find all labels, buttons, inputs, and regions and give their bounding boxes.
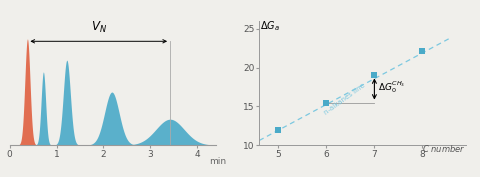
Point (275, 128, 282, 131)
Point (323, 101, 330, 104)
Point (419, 49, 426, 52)
Point (371, 74, 378, 77)
Text: $V_N$: $V_N$ (91, 20, 107, 35)
Text: $\Delta G_a$: $\Delta G_a$ (260, 20, 280, 33)
Text: n-alkanes line: n-alkanes line (323, 82, 366, 116)
Text: min: min (209, 157, 226, 166)
Text: $\Delta G_0^{CH_3}$: $\Delta G_0^{CH_3}$ (378, 79, 406, 95)
Text: $C$ number: $C$ number (422, 143, 466, 154)
